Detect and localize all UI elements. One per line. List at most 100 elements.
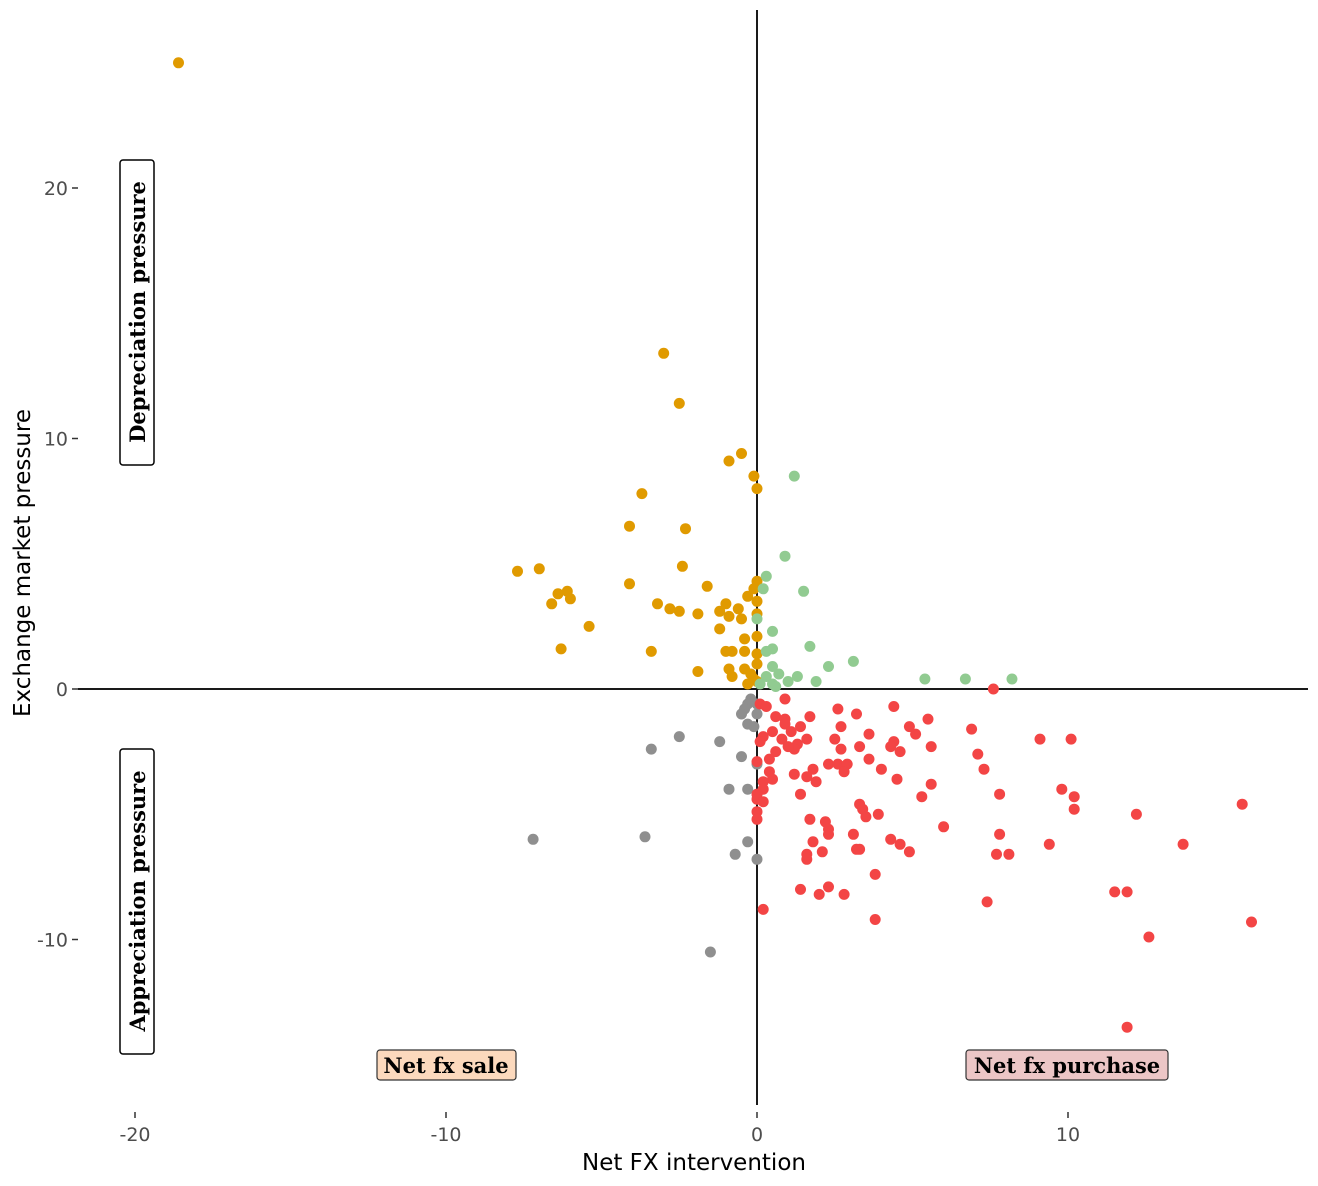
data-point-purchase-appreciation [1246,916,1257,928]
data-point-purchase-appreciation [891,773,903,785]
x-axis-title: Net FX intervention [582,1150,806,1176]
data-point-purchase-depreciation [754,678,766,690]
data-point-purchase-appreciation [823,758,834,770]
data-point-purchase-appreciation [987,683,999,695]
data-point-sale-depreciation [751,648,763,660]
data-point-purchase-appreciation [757,903,769,915]
data-point-purchase-depreciation [791,671,803,682]
data-point-purchase-appreciation [972,748,984,760]
data-point-sale-depreciation [564,593,576,605]
data-point-purchase-appreciation [1130,808,1142,820]
data-point-purchase-appreciation [779,718,791,730]
data-point-purchase-appreciation [1065,733,1077,745]
data-point-purchase-appreciation [832,758,844,770]
data-point-purchase-depreciation [770,681,782,692]
data-point-purchase-appreciation [788,768,800,780]
data-point-purchase-depreciation [919,673,931,685]
data-point-purchase-appreciation [854,741,866,753]
x-tick-label: -20 [119,1124,150,1146]
data-point-purchase-depreciation [767,643,778,655]
data-point-sale-appreciation [704,946,716,958]
data-point-purchase-depreciation [782,676,794,687]
data-point-purchase-appreciation [795,883,806,895]
data-point-sale-depreciation [742,590,754,602]
data-point-sale-depreciation [742,678,754,690]
data-point-purchase-depreciation [810,676,822,687]
y-tick-label: 20 [44,178,68,200]
data-point-sale-appreciation [742,836,754,848]
data-point-sale-depreciation [714,623,726,635]
data-point-sale-depreciation [555,643,567,655]
data-point-sale-depreciation [636,488,648,500]
data-point-purchase-appreciation [1121,886,1133,898]
data-point-sale-appreciation [736,751,747,763]
data-point-purchase-appreciation [816,846,828,858]
x-tick-label: 10 [1056,1124,1080,1146]
data-point-purchase-appreciation [903,846,915,858]
data-point-purchase-depreciation [757,583,769,595]
data-point-purchase-appreciation [770,711,782,723]
data-point-sale-appreciation [729,848,741,860]
data-point-sale-appreciation [645,743,657,755]
data-point-sale-depreciation [658,347,670,359]
net-fx-purchase-text: Net fx purchase [974,1053,1160,1078]
data-point-purchase-depreciation [767,661,778,672]
data-point-sale-depreciation [732,603,744,615]
x-tick-label: -10 [430,1124,461,1146]
data-point-purchase-appreciation [966,723,978,735]
data-point-purchase-depreciation [760,671,772,682]
data-point-purchase-appreciation [751,756,763,768]
data-point-purchase-appreciation [776,733,788,745]
x-axis-ticks: -20 -10 0 10 [119,1124,1080,1146]
data-point-sale-appreciation [736,708,747,720]
data-point-sale-appreciation [751,853,763,865]
data-point-sale-depreciation [680,523,691,535]
data-point-purchase-appreciation [795,788,806,800]
data-point-sale-depreciation [512,565,523,577]
data-point-sale-depreciation [673,605,685,617]
data-point-sale-appreciation [751,708,763,720]
data-point-purchase-appreciation [910,728,922,740]
data-point-sale-depreciation [583,620,595,632]
data-point-sale-depreciation [645,645,657,657]
data-point-purchase-appreciation [922,713,934,725]
data-point-purchase-appreciation [1056,783,1068,795]
data-point-purchase-appreciation [894,838,906,850]
data-point-purchase-appreciation [823,881,834,893]
data-point-purchase-appreciation [763,753,775,765]
data-point-purchase-appreciation [782,741,794,753]
data-point-sale-depreciation [692,666,704,677]
data-point-sale-depreciation [748,470,760,482]
data-point-purchase-appreciation [894,746,906,758]
data-point-purchase-depreciation [760,570,772,582]
data-point-sale-depreciation [751,658,763,670]
data-point-sale-depreciation [533,563,545,575]
data-point-sale-appreciation [673,731,685,743]
data-point-purchase-appreciation [801,771,813,783]
data-point-sale-depreciation [751,595,763,607]
data-point-purchase-appreciation [847,828,859,840]
data-point-sale-depreciation [736,448,747,459]
data-point-purchase-appreciation [869,914,881,925]
data-point-purchase-appreciation [807,763,819,775]
data-point-purchase-appreciation [851,708,862,720]
data-point-purchase-appreciation [1121,1021,1133,1033]
appreciation-pressure-text: Appreciation pressure [125,770,150,1032]
data-point-sale-depreciation [701,580,713,592]
data-point-sale-depreciation [692,608,704,620]
data-point-sale-depreciation [751,483,763,495]
data-point-purchase-appreciation [754,736,766,748]
data-point-purchase-appreciation [1034,733,1046,745]
depreciation-pressure-label: Depreciation pressure [119,159,155,466]
data-point-purchase-appreciation [1143,931,1155,943]
data-point-purchase-appreciation [795,721,806,733]
y-axis-ticks: -10 0 10 20 [37,178,68,952]
data-point-sale-appreciation [723,783,735,795]
data-point-purchase-appreciation [804,711,816,723]
data-point-purchase-appreciation [767,726,778,738]
data-point-purchase-appreciation [885,833,897,845]
data-point-purchase-appreciation [916,791,928,803]
data-point-purchase-appreciation [801,733,813,745]
data-point-purchase-appreciation [823,828,834,840]
data-point-sale-depreciation [736,613,747,625]
